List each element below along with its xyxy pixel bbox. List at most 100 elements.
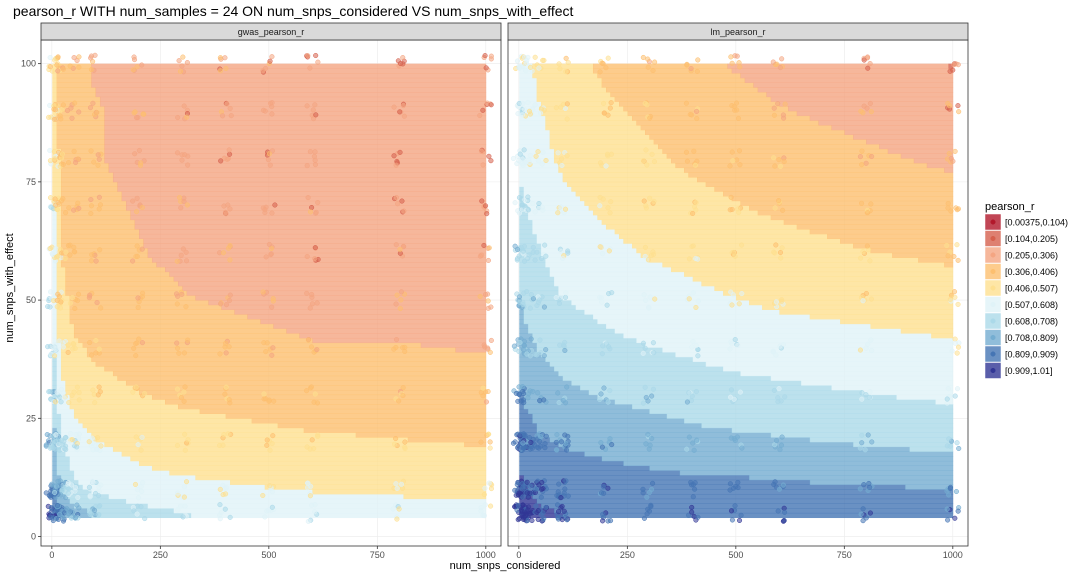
data-point bbox=[608, 100, 614, 106]
data-point bbox=[859, 440, 865, 446]
heatmap-tile bbox=[52, 224, 58, 230]
data-point bbox=[537, 337, 543, 343]
heatmap-tile bbox=[731, 196, 954, 202]
data-point bbox=[728, 435, 734, 441]
data-point bbox=[71, 55, 77, 61]
heatmap-tile bbox=[519, 248, 542, 254]
data-point bbox=[71, 244, 77, 250]
heatmap-tile bbox=[519, 394, 525, 400]
data-point bbox=[53, 346, 59, 352]
heatmap-tile bbox=[853, 441, 954, 448]
data-point bbox=[695, 57, 701, 63]
heatmap-tile bbox=[519, 314, 525, 320]
heatmap-tile bbox=[52, 451, 58, 457]
heatmap-tile bbox=[523, 200, 585, 206]
heatmap-tile bbox=[553, 158, 672, 164]
data-point bbox=[565, 59, 571, 66]
data-point bbox=[88, 203, 95, 209]
data-point bbox=[220, 250, 226, 256]
heatmap-tile bbox=[56, 134, 105, 140]
heatmap-tile bbox=[614, 229, 811, 235]
data-point bbox=[59, 151, 65, 157]
heatmap-tile bbox=[117, 186, 487, 192]
data-point bbox=[218, 301, 224, 307]
data-point bbox=[136, 147, 142, 154]
data-point bbox=[60, 66, 66, 72]
heatmap-tile bbox=[56, 470, 75, 476]
heatmap-tile bbox=[60, 252, 149, 258]
data-point bbox=[641, 292, 647, 298]
facet-strip bbox=[507, 22, 969, 41]
heatmap-tile bbox=[99, 96, 487, 102]
data-point bbox=[521, 338, 528, 344]
data-point bbox=[863, 290, 869, 297]
data-point bbox=[555, 150, 561, 156]
data-point bbox=[401, 208, 407, 214]
data-point bbox=[560, 255, 566, 261]
heatmap-tile bbox=[95, 92, 487, 98]
data-point bbox=[477, 293, 483, 299]
data-point bbox=[534, 249, 540, 255]
data-point bbox=[736, 60, 742, 66]
heatmap-tile bbox=[519, 366, 555, 372]
data-point bbox=[482, 389, 488, 395]
data-point bbox=[520, 444, 526, 450]
data-point bbox=[649, 486, 655, 492]
data-point bbox=[314, 400, 321, 406]
data-point bbox=[315, 59, 321, 65]
data-point bbox=[526, 108, 533, 114]
data-point bbox=[183, 479, 190, 485]
heatmap-tile bbox=[60, 214, 131, 221]
data-point bbox=[735, 206, 741, 212]
data-point bbox=[605, 205, 611, 211]
data-point bbox=[515, 517, 521, 523]
heatmap-tile bbox=[182, 285, 487, 292]
heatmap-tile bbox=[56, 304, 71, 310]
data-point bbox=[600, 518, 606, 524]
heatmap-tile bbox=[519, 224, 533, 230]
heatmap-tile bbox=[840, 238, 954, 244]
data-point bbox=[559, 503, 565, 509]
data-point bbox=[644, 494, 650, 500]
heatmap-tile bbox=[56, 115, 105, 121]
data-point bbox=[397, 60, 404, 67]
data-point bbox=[607, 105, 613, 111]
data-point bbox=[599, 162, 605, 168]
heatmap-tile bbox=[519, 300, 572, 306]
data-point bbox=[605, 485, 611, 491]
heatmap-tile bbox=[52, 186, 62, 192]
heatmap-tile bbox=[809, 314, 954, 320]
data-point bbox=[47, 54, 53, 61]
data-point bbox=[304, 103, 310, 109]
heatmap-tile bbox=[56, 314, 71, 320]
x-tick-label: 0 bbox=[49, 550, 54, 560]
data-point bbox=[555, 210, 561, 216]
data-point bbox=[694, 115, 700, 122]
data-point bbox=[264, 437, 270, 443]
heatmap-tile bbox=[56, 498, 71, 504]
data-point bbox=[133, 434, 139, 440]
data-point bbox=[559, 156, 565, 162]
data-point bbox=[47, 388, 53, 395]
data-point bbox=[174, 442, 181, 449]
heatmap-tile bbox=[879, 144, 954, 150]
heatmap-tile bbox=[60, 172, 114, 178]
data-point bbox=[736, 148, 743, 154]
legend-key-point bbox=[990, 367, 996, 374]
data-point bbox=[526, 252, 532, 258]
data-point bbox=[60, 340, 66, 346]
heatmap-tile bbox=[73, 503, 149, 509]
data-point bbox=[649, 435, 655, 442]
data-point bbox=[520, 516, 526, 522]
heatmap-tile bbox=[95, 87, 487, 93]
heatmap-tile bbox=[519, 333, 533, 339]
data-point bbox=[693, 304, 699, 311]
legend-item: [0.306,0.406) bbox=[984, 263, 1058, 280]
heatmap-tile bbox=[73, 470, 170, 476]
legend-label: [0.306,0.406) bbox=[1005, 267, 1058, 277]
data-point bbox=[88, 67, 94, 73]
heatmap-tile bbox=[527, 328, 616, 334]
y-axis-title: num_snps_with_effect bbox=[4, 233, 16, 342]
data-point bbox=[263, 349, 269, 355]
heatmap-tile bbox=[519, 167, 559, 173]
